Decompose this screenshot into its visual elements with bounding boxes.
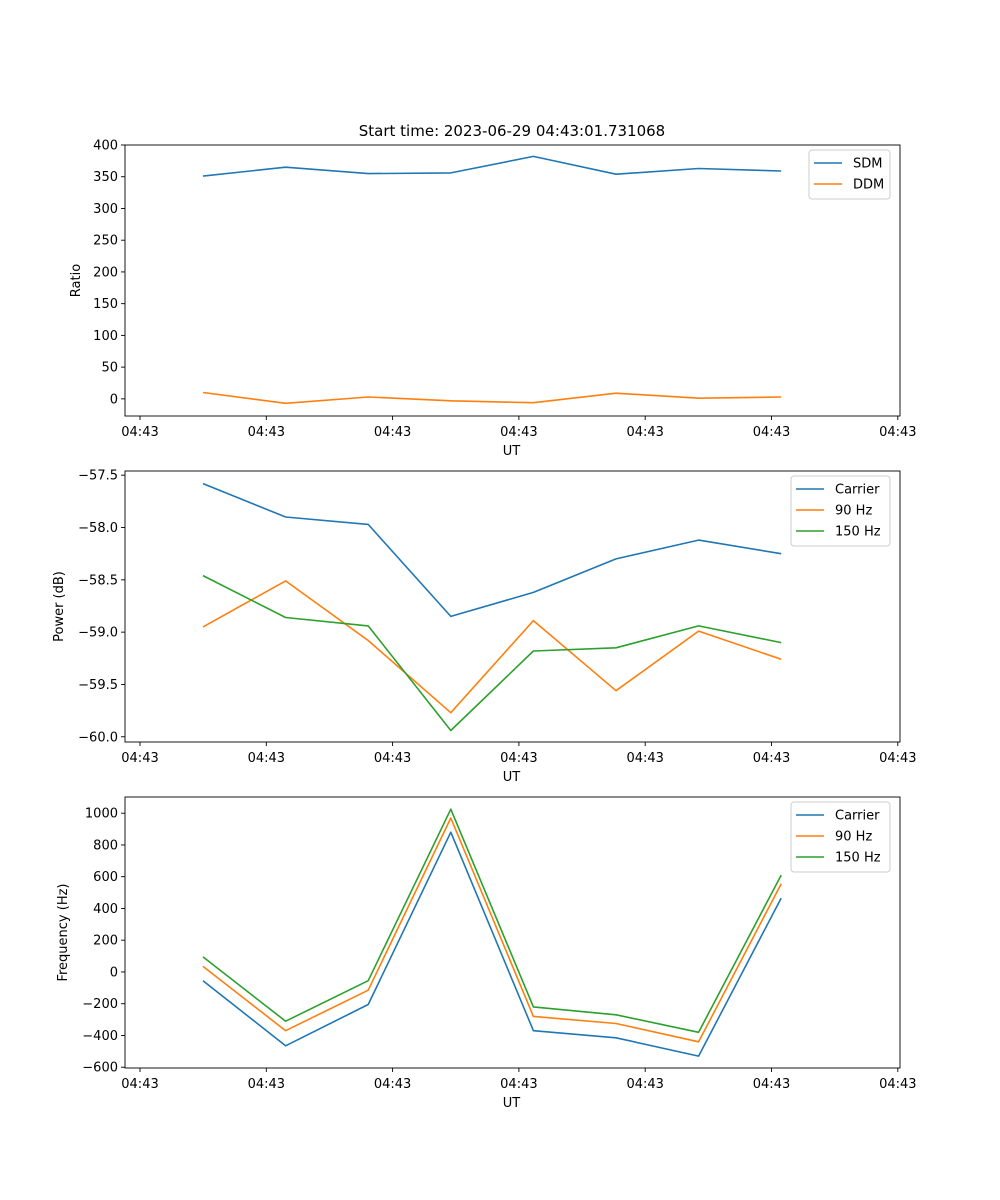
x-tick-label: 04:43 bbox=[626, 425, 663, 440]
y-tick-label: 600 bbox=[93, 870, 118, 885]
x-tick-label: 04:43 bbox=[374, 1077, 411, 1092]
y-tick-label: −60.0 bbox=[78, 730, 118, 745]
legend: Carrier 90 Hz 150 Hz bbox=[790, 475, 891, 547]
x-tick-label: 04:43 bbox=[879, 425, 916, 440]
y-tick-label: 100 bbox=[93, 329, 118, 344]
legend-entry: DDM bbox=[853, 178, 884, 193]
y-tick-label: 400 bbox=[93, 139, 118, 154]
x-tick-label: 04:43 bbox=[121, 751, 158, 766]
y-tick-label: −400 bbox=[82, 1029, 118, 1044]
x-tick-label: 04:43 bbox=[753, 1077, 790, 1092]
subplot-2: −60.0 −59.5 −59.0 −58.5 −58.0 −57.5 04:43 04:43… bbox=[52, 469, 917, 785]
y-tick-label: 800 bbox=[93, 838, 118, 853]
x-tick-label: 04:43 bbox=[248, 425, 285, 440]
x-tick-label: 04:43 bbox=[248, 751, 285, 766]
axes-frame bbox=[124, 796, 901, 1069]
legend-entry: 90 Hz bbox=[835, 504, 872, 519]
y-tick-label: 1000 bbox=[85, 807, 118, 822]
x-tick-label: 04:43 bbox=[248, 1077, 285, 1092]
y-tick-label: −58.0 bbox=[78, 521, 118, 536]
figure-title: Start time: 2023-06-29 04:43:01.731068 bbox=[359, 122, 665, 140]
y-tick-label: 0 bbox=[110, 965, 118, 980]
x-tick-label: 04:43 bbox=[753, 425, 790, 440]
y-tick-label: 200 bbox=[93, 265, 118, 280]
legend-box bbox=[790, 475, 891, 547]
y-tick-label: 200 bbox=[93, 934, 118, 949]
series-line-150-hz bbox=[202, 574, 782, 732]
legend-box bbox=[790, 801, 891, 873]
legend: Carrier 90 Hz 150 Hz bbox=[790, 801, 891, 873]
legend-entry: SDM bbox=[853, 157, 882, 172]
legend-entry: 90 Hz bbox=[835, 830, 872, 845]
x-tick-label: 04:43 bbox=[500, 425, 537, 440]
axes-frame bbox=[124, 470, 901, 743]
series-line-90-hz bbox=[202, 817, 782, 1043]
axes-frame bbox=[124, 144, 901, 417]
y-tick-label: 350 bbox=[93, 170, 118, 185]
x-tick-label: 04:43 bbox=[879, 751, 916, 766]
y-tick-label: −200 bbox=[82, 997, 118, 1012]
series-line-sdm bbox=[202, 155, 782, 177]
y-tick-label: −58.5 bbox=[78, 573, 118, 588]
x-tick-label: 04:43 bbox=[879, 1077, 916, 1092]
x-tick-label: 04:43 bbox=[374, 425, 411, 440]
x-tick-label: 04:43 bbox=[626, 1077, 663, 1092]
y-tick-label: −59.5 bbox=[78, 678, 118, 693]
series-line-ddm bbox=[202, 391, 782, 405]
x-axis-label: UT bbox=[503, 444, 521, 459]
x-tick-label: 04:43 bbox=[753, 751, 790, 766]
series-line-90-hz bbox=[202, 580, 782, 714]
y-tick-label: 50 bbox=[101, 361, 118, 376]
x-tick-label: 04:43 bbox=[121, 425, 158, 440]
x-tick-label: 04:43 bbox=[121, 1077, 158, 1092]
y-axis-label: Frequency (Hz) bbox=[56, 883, 71, 981]
legend: SDM DDM bbox=[808, 149, 891, 200]
series-line-carrier bbox=[202, 482, 782, 618]
x-tick-label: 04:43 bbox=[500, 751, 537, 766]
legend-entry: Carrier bbox=[835, 483, 880, 498]
y-tick-label: 250 bbox=[93, 234, 118, 249]
y-tick-label: 0 bbox=[110, 392, 118, 407]
y-tick-label: −59.0 bbox=[78, 626, 118, 641]
x-tick-label: 04:43 bbox=[500, 1077, 537, 1092]
y-tick-label: 400 bbox=[93, 902, 118, 917]
y-tick-label: −600 bbox=[82, 1061, 118, 1076]
y-axis-label: Power (dB) bbox=[52, 571, 67, 642]
subplot-3: −600 −400 −200 0 200 400 600 800 1000 04:43 04:43 0… bbox=[56, 796, 917, 1111]
subplot-1: 0 50 100 150 200 250 300 350 400 04:43 04:43 04:43 0… bbox=[69, 139, 917, 460]
y-axis-label: Ratio bbox=[69, 264, 84, 297]
subplots-container: 0 50 100 150 200 250 300 350 400 04:43 04:43 04:43 0… bbox=[52, 139, 917, 1112]
series-line-150-hz bbox=[202, 808, 782, 1034]
legend-entry: 150 Hz bbox=[835, 525, 881, 540]
y-tick-label: −57.5 bbox=[78, 469, 118, 484]
x-tick-label: 04:43 bbox=[374, 751, 411, 766]
x-tick-label: 04:43 bbox=[626, 751, 663, 766]
legend-entry: Carrier bbox=[835, 809, 880, 824]
y-tick-label: 150 bbox=[93, 297, 118, 312]
x-axis-label: UT bbox=[503, 770, 521, 785]
x-axis-label: UT bbox=[503, 1096, 521, 1111]
y-tick-label: 300 bbox=[93, 202, 118, 217]
legend-entry: 150 Hz bbox=[835, 851, 881, 866]
series-line-carrier bbox=[202, 831, 782, 1057]
